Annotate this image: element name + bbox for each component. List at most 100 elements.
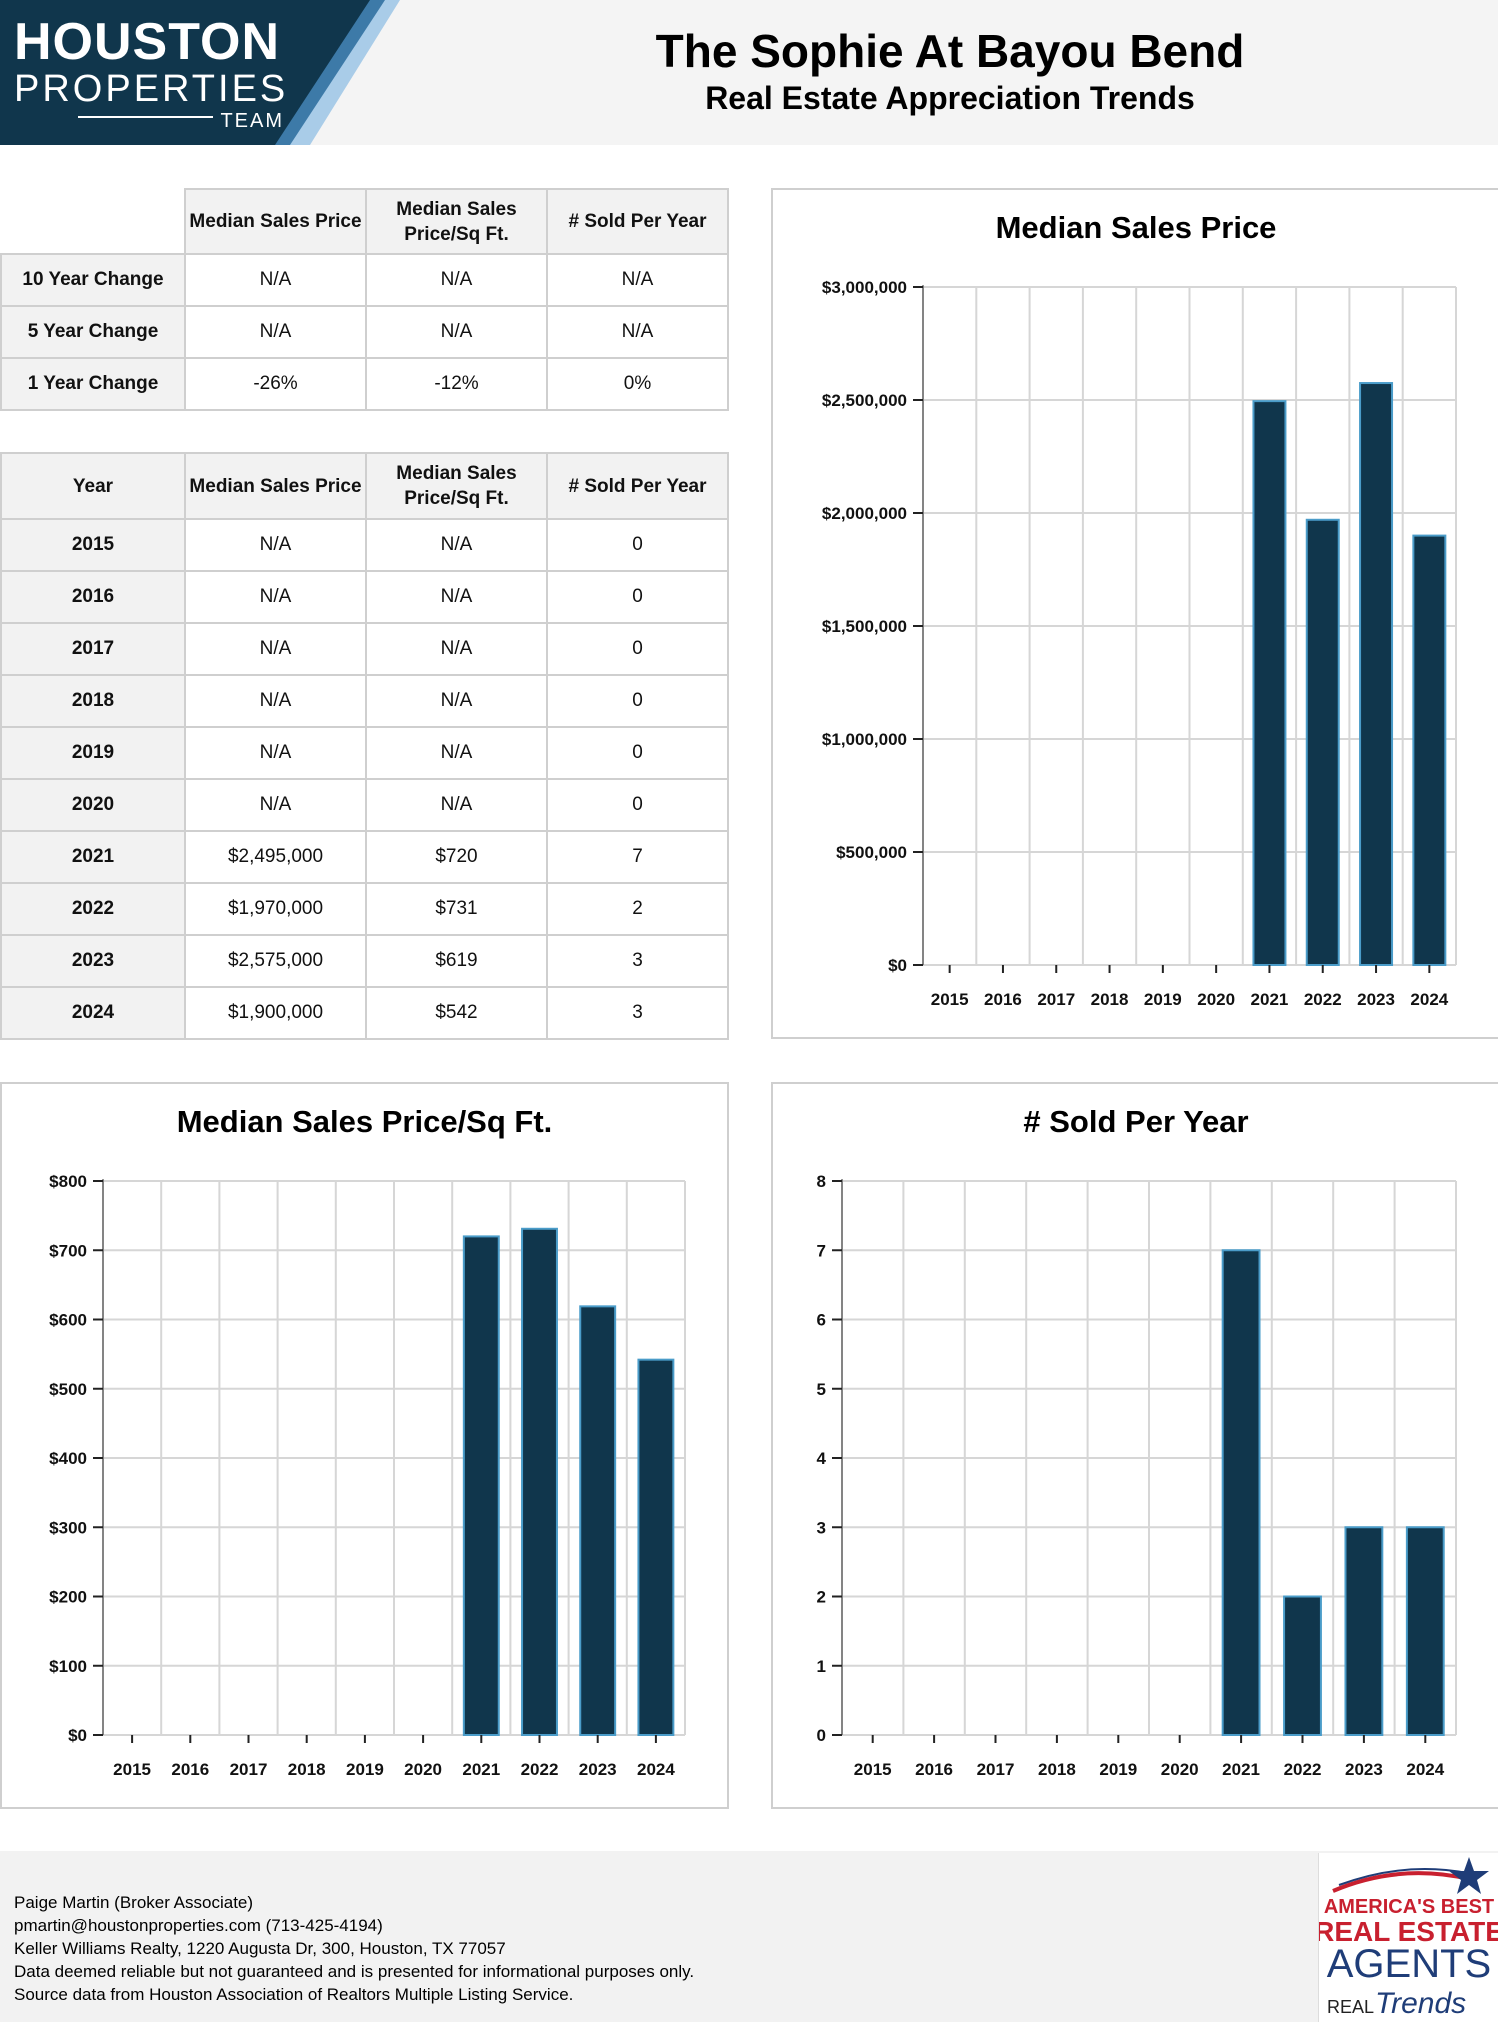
table-row: 2020 N/A N/A 0 <box>0 778 729 832</box>
row-label: 2021 <box>0 830 186 884</box>
x-tick-label-2024: 2024 <box>637 1760 675 1779</box>
table-cell: -26% <box>184 357 367 411</box>
bar-2022 <box>521 1227 558 1736</box>
table-row: 2021 $2,495,000 $720 7 <box>0 830 729 884</box>
x-tick-label-2019: 2019 <box>1099 1760 1137 1779</box>
y-tick-label: $3,000,000 <box>822 278 907 297</box>
y-tick-label: $200 <box>49 1588 87 1607</box>
bar-2024 <box>1405 1526 1445 1736</box>
chart-title: # Sold Per Year <box>1023 1104 1249 1139</box>
logo-line3: TEAM <box>220 110 284 132</box>
table-cell: N/A <box>365 726 548 780</box>
table-row: 2015 N/A N/A 0 <box>0 518 729 572</box>
x-tick-label-2021: 2021 <box>1251 990 1289 1009</box>
x-tick-label-2015: 2015 <box>931 990 969 1009</box>
footer-address: Keller Williams Realty, 1220 Augusta Dr,… <box>14 1939 506 1958</box>
table-cell: N/A <box>365 674 548 728</box>
table-row: 2017 N/A N/A 0 <box>0 622 729 676</box>
chart-median-price: Median Sales Price $0 $500,000 $1,000,000 $… <box>771 188 1498 1039</box>
badge-line2: REAL ESTATE <box>1319 1916 1498 1947</box>
table-cell: 0 <box>546 726 729 780</box>
footer: Paige Martin (Broker Associate) pmartin@… <box>0 1851 1498 2022</box>
x-tick-label-2022: 2022 <box>521 1760 559 1779</box>
americas-best-badge: AMERICA'S BEST REAL ESTATE AGENTS REAL T… <box>1314 1853 1498 2022</box>
table-cell: $2,495,000 <box>184 830 367 884</box>
y-tick-label: $500,000 <box>836 843 907 862</box>
bar-2023 <box>1359 382 1394 967</box>
y-tick-label: 4 <box>817 1449 827 1468</box>
table-cell: 3 <box>546 986 729 1040</box>
table-cell: 0 <box>546 518 729 572</box>
y-tick-label: $800 <box>49 1172 87 1191</box>
bar-2024 <box>637 1358 675 1736</box>
x-tick-label-2016: 2016 <box>984 990 1022 1009</box>
table-cell: $1,900,000 <box>184 986 367 1040</box>
y-tick-label: $2,500,000 <box>822 391 907 410</box>
footer-text: Paige Martin (Broker Associate) pmartin@… <box>14 1891 694 2006</box>
y-tick-label: $500 <box>49 1380 87 1399</box>
logo-line2: PROPERTIES <box>14 68 289 110</box>
x-tick-label-2015: 2015 <box>854 1760 892 1779</box>
footer-contact: pmartin@houstonproperties.com (713-425-4… <box>14 1916 383 1935</box>
bar-2022 <box>1283 1595 1322 1736</box>
y-tick-label: 8 <box>817 1172 826 1191</box>
change-header-sqft: Median Sales Price/Sq Ft. <box>365 188 548 255</box>
chart-price-sqft-svg: $0 $100 $200 $300 $400 $500 $600 $700 $800 2015 20… <box>49 1172 686 1779</box>
table-cell: N/A <box>184 570 367 624</box>
table-cell: $731 <box>365 882 548 936</box>
row-label: 2024 <box>0 986 186 1040</box>
bar-2022 <box>1305 518 1340 966</box>
header: HOUSTON PROPERTIES TEAM The Sophie At Ba… <box>0 0 1498 145</box>
y-tick-label: $1,000,000 <box>822 730 907 749</box>
x-tick-label-2023: 2023 <box>1345 1760 1383 1779</box>
y-tick-label: $0 <box>68 1726 87 1745</box>
x-tick-label-2015: 2015 <box>113 1760 151 1779</box>
row-label: 2022 <box>0 882 186 936</box>
x-tick-label-2020: 2020 <box>404 1760 442 1779</box>
badge-swoosh-blue <box>1338 1868 1468 1886</box>
y-tick-label: $600 <box>49 1311 87 1330</box>
table-cell: 0 <box>546 622 729 676</box>
logo-underline <box>78 116 213 118</box>
row-label: 2017 <box>0 622 186 676</box>
logo-text: HOUSTON PROPERTIES TEAM <box>14 16 288 132</box>
x-tick-label-2020: 2020 <box>1197 990 1235 1009</box>
badge-line3: AGENTS <box>1327 1942 1491 1986</box>
chart-price-sqft: Median Sales Price/Sq Ft. $0 $100 $200 $300… <box>0 1082 729 1809</box>
table-cell: N/A <box>365 778 548 832</box>
table-row: 1 Year Change -26% -12% 0% <box>0 357 729 411</box>
y-tick-label: 7 <box>817 1241 826 1260</box>
x-tick-label-2016: 2016 <box>171 1760 209 1779</box>
table-cell: N/A <box>365 622 548 676</box>
table-cell: N/A <box>365 518 548 572</box>
x-tick-label-2023: 2023 <box>1357 990 1395 1009</box>
table-row: 2024 $1,900,000 $542 3 <box>0 986 729 1040</box>
table-cell: 0 <box>546 778 729 832</box>
y-tick-label: 5 <box>817 1380 826 1399</box>
table-cell: N/A <box>184 305 367 359</box>
y-tick-label: $700 <box>49 1241 87 1260</box>
year-header-year: Year <box>0 452 186 520</box>
y-tick-label: $300 <box>49 1518 87 1537</box>
row-label: 2018 <box>0 674 186 728</box>
table-row: 2023 $2,575,000 $619 3 <box>0 934 729 988</box>
table-cell: N/A <box>184 726 367 780</box>
table-cell: $619 <box>365 934 548 988</box>
change-table-corner <box>1 189 185 254</box>
y-tick-label: 2 <box>817 1588 826 1607</box>
y-tick-label: $1,500,000 <box>822 617 907 636</box>
y-tick-label: $2,000,000 <box>822 504 907 523</box>
change-header-price: Median Sales Price <box>184 188 367 255</box>
x-tick-label-2017: 2017 <box>1037 990 1075 1009</box>
chart-title: Median Sales Price <box>995 210 1277 245</box>
logo <box>0 0 400 145</box>
badge-line4: REAL <box>1327 1997 1374 2017</box>
table-cell: N/A <box>184 622 367 676</box>
table-cell: $542 <box>365 986 548 1040</box>
year-header-price: Median Sales Price <box>184 452 367 520</box>
y-tick-label: 3 <box>817 1518 826 1537</box>
chart-title: Median Sales Price/Sq Ft. <box>176 1104 553 1139</box>
bar-2021 <box>462 1235 500 1736</box>
row-label: 10 Year Change <box>0 253 186 307</box>
x-tick-label-2021: 2021 <box>1222 1760 1260 1779</box>
